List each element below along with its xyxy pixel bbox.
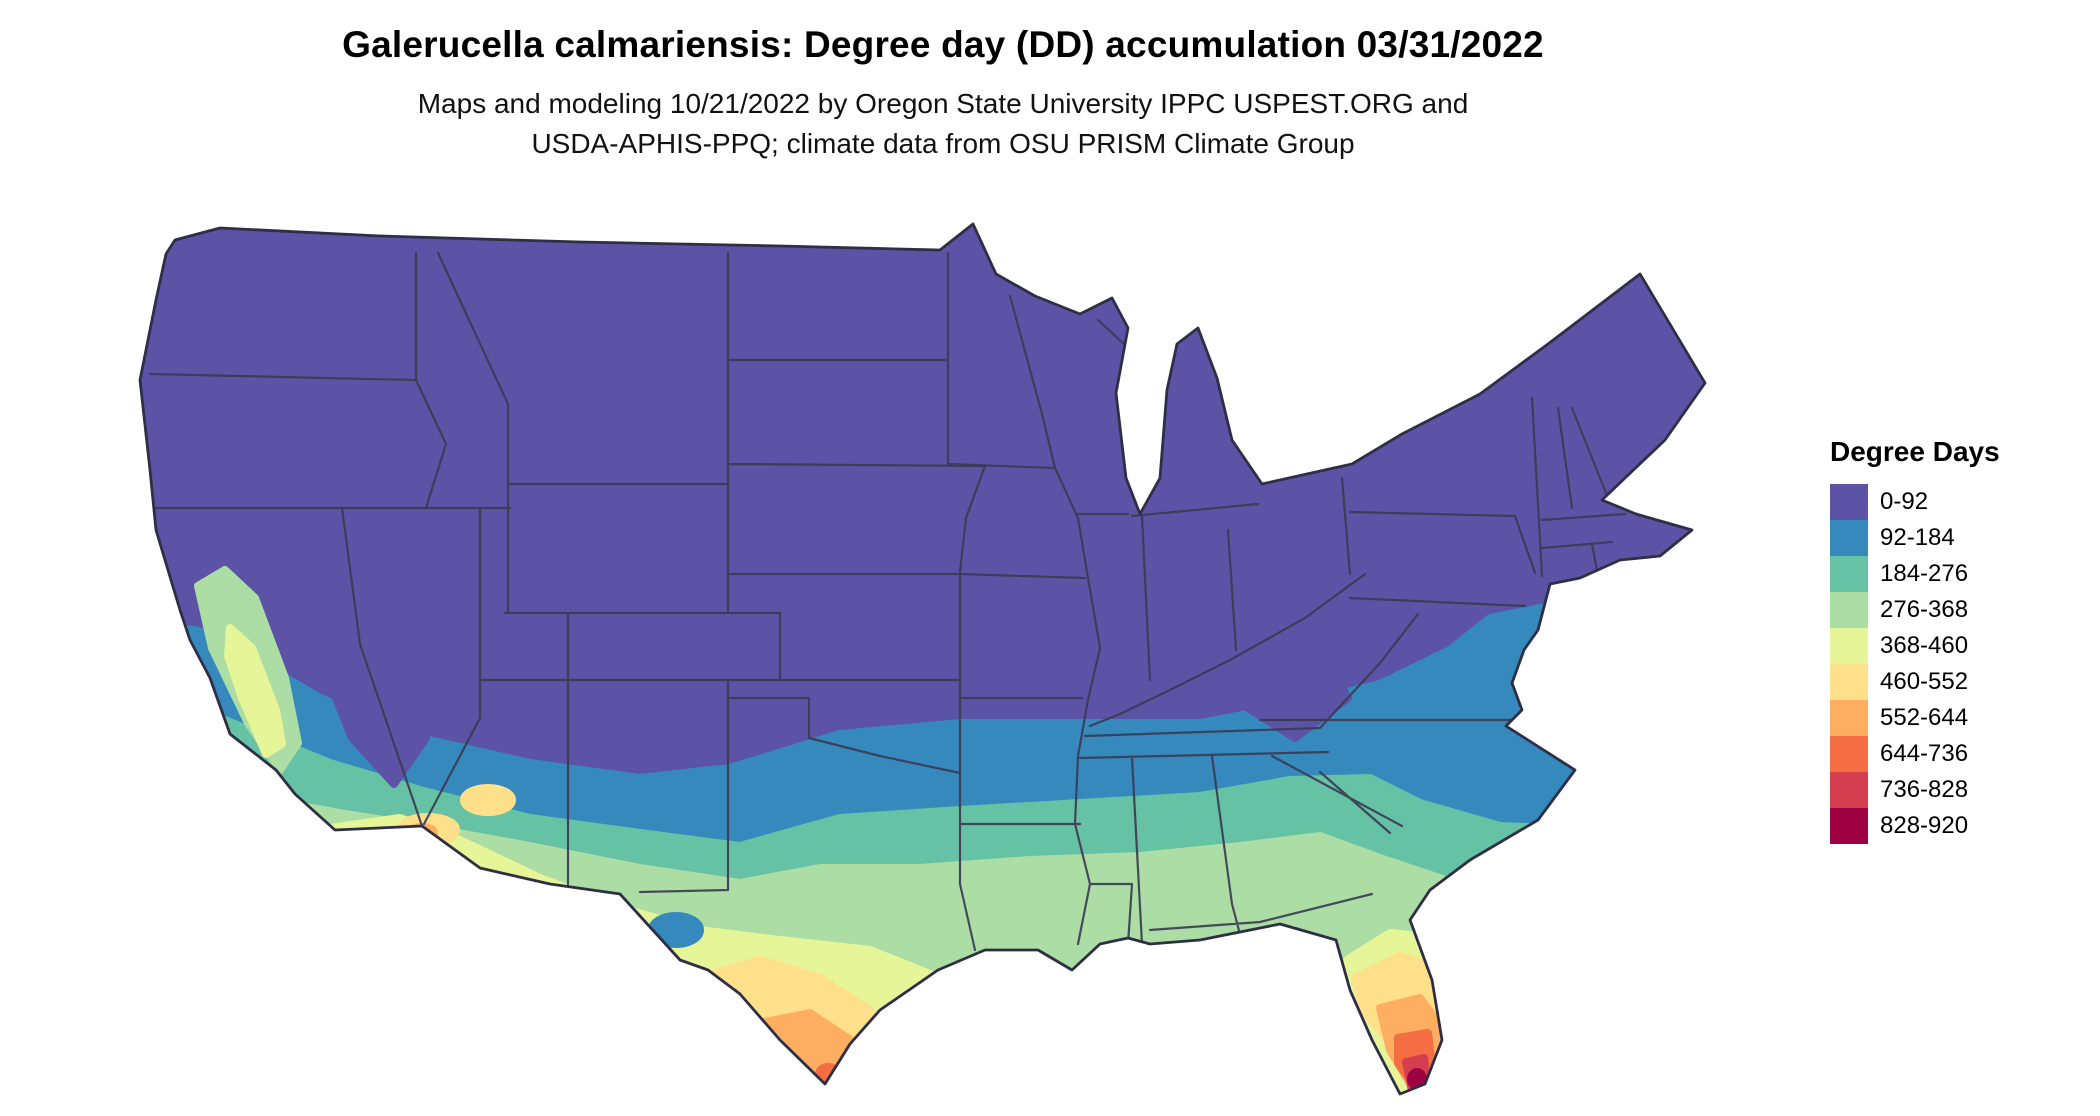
legend-row: 644-736 bbox=[1830, 736, 2000, 772]
legend-label: 276-368 bbox=[1880, 596, 1969, 623]
legend-label: 644-736 bbox=[1880, 740, 1969, 767]
legend-row: 828-920 bbox=[1830, 808, 2000, 844]
phoenix-patch bbox=[460, 784, 516, 816]
legend-row: 736-828 bbox=[1830, 772, 2000, 808]
legend: Degree Days 0-92 92-184 184-276 276-368 368-… bbox=[1830, 436, 2000, 844]
legend-row: 92-184 bbox=[1830, 520, 2000, 556]
legend-label: 92-184 bbox=[1880, 524, 1955, 551]
legend-label: 184-276 bbox=[1880, 560, 1969, 587]
map-title: Galerucella calmariensis: Degree day (DD… bbox=[342, 24, 1544, 65]
map-fill-layers bbox=[140, 224, 1705, 1094]
legend-label: 736-828 bbox=[1880, 776, 1969, 803]
legend-label: 552-644 bbox=[1880, 704, 1969, 731]
us-degree-day-map bbox=[80, 178, 1810, 1100]
legend-items: 0-92 92-184 184-276 276-368 368-460 460-552 55… bbox=[1830, 484, 2000, 844]
legend-label: 0-92 bbox=[1880, 488, 1929, 515]
legend-swatch bbox=[1830, 628, 1868, 664]
legend-swatch bbox=[1830, 664, 1868, 700]
big-bend-patch bbox=[648, 912, 704, 948]
conus-map-svg bbox=[138, 222, 1707, 1096]
legend-swatch bbox=[1830, 736, 1868, 772]
legend-row: 276-368 bbox=[1830, 592, 2000, 628]
header: Galerucella calmariensis: Degree day (DD… bbox=[0, 24, 1886, 164]
map-subtitle-line1: Maps and modeling 10/21/2022 by Oregon S… bbox=[417, 88, 1469, 119]
legend-swatch bbox=[1830, 556, 1868, 592]
legend-row: 460-552 bbox=[1830, 664, 2000, 700]
legend-row: 0-92 bbox=[1830, 484, 2000, 520]
legend-row: 552-644 bbox=[1830, 700, 2000, 736]
legend-label: 368-460 bbox=[1880, 632, 1969, 659]
florida-tip-828-920 bbox=[1407, 1068, 1427, 1090]
legend-swatch bbox=[1830, 484, 1868, 520]
legend-swatch bbox=[1830, 592, 1868, 628]
legend-row: 184-276 bbox=[1830, 556, 2000, 592]
legend-label: 460-552 bbox=[1880, 668, 1969, 695]
legend-title: Degree Days bbox=[1830, 436, 2000, 467]
sierra-high-desert-patch bbox=[282, 506, 430, 788]
map-subtitle-line2: USDA-APHIS-PPQ; climate data from OSU PR… bbox=[531, 128, 1355, 159]
legend-row: 368-460 bbox=[1830, 628, 2000, 664]
appalachian-patch bbox=[1226, 642, 1352, 742]
us-outline bbox=[138, 222, 1707, 1096]
legend-swatch bbox=[1830, 520, 1868, 556]
state-borders bbox=[140, 251, 1627, 952]
central-valley-inner-patch bbox=[224, 624, 286, 758]
legend-swatch bbox=[1830, 808, 1868, 844]
legend-swatch bbox=[1830, 772, 1868, 808]
legend-swatch bbox=[1830, 700, 1868, 736]
legend-label: 828-920 bbox=[1880, 812, 1969, 839]
